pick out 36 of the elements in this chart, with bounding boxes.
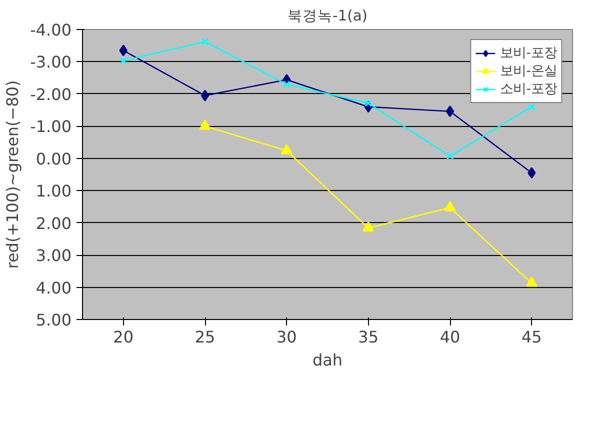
- point: [280, 144, 292, 154]
- y-tick-label: -4.00: [30, 20, 72, 40]
- y-tick-label: 5.00: [36, 310, 72, 330]
- y-tick-label: 2.00: [36, 214, 72, 233]
- point: [528, 167, 536, 179]
- point: [528, 103, 536, 110]
- x-axis-title: dah: [312, 350, 343, 370]
- y-tick-label: 3.00: [36, 246, 72, 266]
- point: [362, 221, 374, 232]
- y-axis-title: red(+100)~green(−80): [3, 80, 22, 269]
- x-tick-label: 20: [113, 328, 134, 346]
- y-tick-label: -2.00: [30, 84, 72, 104]
- point: [444, 201, 456, 212]
- x-tick-label: 25: [194, 328, 216, 346]
- point: [120, 57, 127, 64]
- legend-label: 보비-포장: [500, 45, 557, 62]
- point: [201, 38, 209, 46]
- point: [200, 90, 210, 102]
- x-tick-label: 35: [358, 328, 379, 346]
- point: [526, 276, 538, 287]
- y-tick-label: -3.00: [30, 52, 72, 72]
- x-tick-label: 30: [276, 328, 297, 346]
- y-tick-label: 4.00: [36, 278, 72, 298]
- y-tick-label: 0.00: [36, 149, 72, 168]
- point: [119, 44, 128, 56]
- point: [446, 106, 454, 118]
- legend-label: 보비-온실: [500, 63, 557, 80]
- x-tick-label: 40: [440, 328, 460, 346]
- point: [283, 80, 290, 88]
- legend-label: 소비-포장: [500, 81, 557, 98]
- y-tick-label: 1.00: [36, 182, 72, 201]
- point: [446, 152, 454, 160]
- y-tick-label: -1.00: [30, 117, 72, 136]
- x-tick-label: 45: [521, 328, 542, 346]
- chart-title: 북경녹-1(a): [287, 8, 368, 24]
- point: [199, 120, 211, 130]
